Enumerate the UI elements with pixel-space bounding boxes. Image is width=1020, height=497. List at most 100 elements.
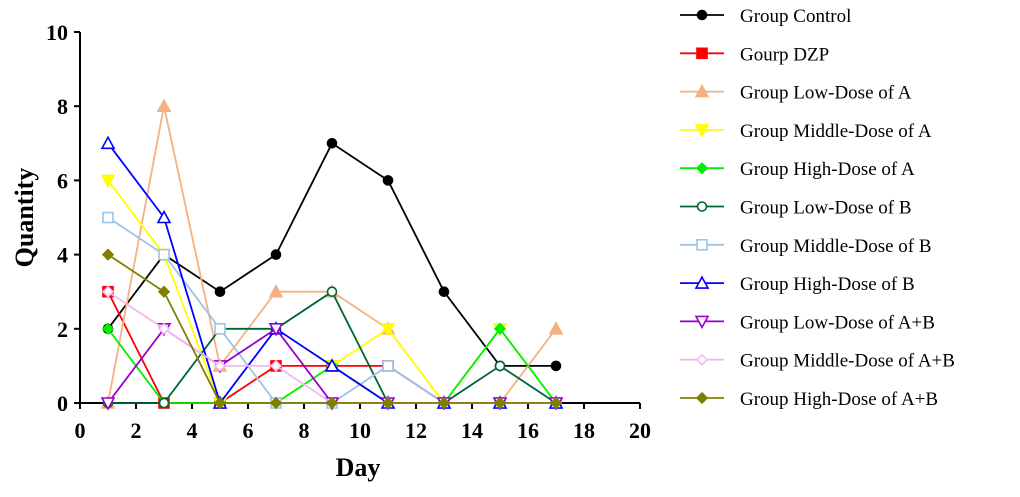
legend-item: Group Low-Dose of A+B — [680, 312, 935, 333]
legend-item: Group High-Dose of A — [680, 159, 915, 180]
data-point — [157, 322, 171, 335]
legend-marker — [696, 239, 708, 251]
data-point — [382, 175, 394, 186]
data-point — [214, 322, 226, 335]
series-group — [102, 285, 562, 409]
data-point — [101, 285, 115, 298]
legend-marker — [694, 315, 710, 330]
series-group — [101, 248, 563, 410]
series-line — [108, 290, 557, 404]
legend-label: Group High-Dose of B — [740, 274, 915, 295]
legend-label: Gourp DZP — [740, 44, 829, 65]
x-tick-label: 16 — [517, 418, 539, 443]
data-point — [493, 322, 507, 335]
legend-label: Group Low-Dose of A+B — [740, 312, 935, 333]
x-tick-label: 6 — [243, 418, 254, 443]
y-axis-title: Quantity — [10, 168, 39, 268]
data-point — [269, 359, 283, 373]
data-point — [268, 322, 284, 337]
x-tick-label: 20 — [629, 418, 651, 443]
y-tick-label: 0 — [57, 391, 68, 416]
series-group — [102, 286, 562, 409]
series-line — [107, 291, 556, 404]
data-point — [158, 248, 170, 261]
y-tick-label: 6 — [57, 168, 68, 193]
legend-item: Group Middle-Dose of A+B — [680, 351, 955, 372]
legend-item: Group Control — [680, 6, 851, 27]
data-point — [549, 396, 563, 410]
series-layer — [100, 98, 564, 411]
legend-item: Group Middle-Dose of B — [680, 236, 932, 257]
legend-label: Group Middle-Dose of A — [740, 121, 932, 142]
legend-marker — [694, 83, 710, 98]
legend-item: Group Middle-Dose of A — [680, 121, 932, 142]
legend: Group Control Gourp DZP Group Low-Dose of … — [680, 6, 955, 410]
data-point — [102, 211, 114, 224]
data-point — [550, 360, 562, 372]
x-tick-label: 0 — [75, 418, 86, 443]
data-point — [438, 286, 450, 298]
data-point — [268, 284, 284, 298]
data-point — [269, 396, 283, 410]
data-point — [100, 135, 116, 150]
data-point — [213, 396, 227, 410]
x-tick-label: 8 — [299, 418, 310, 443]
data-point — [156, 209, 172, 224]
x-tick-label: 4 — [187, 418, 198, 443]
legend-marker — [696, 201, 708, 212]
data-point — [101, 248, 115, 261]
data-point — [214, 286, 226, 298]
legend-marker — [694, 124, 710, 138]
legend-label: Group High-Dose of A — [740, 159, 915, 180]
data-point — [157, 285, 171, 298]
data-point — [326, 286, 338, 298]
legend-label: Group High-Dose of A+B — [740, 389, 938, 410]
data-point — [382, 360, 394, 372]
axes: Day Quantity 0 2 4 6 8 10 12 14 16 18 20 0 2 4 6 8 10 — [10, 20, 651, 482]
data-point — [100, 397, 116, 411]
legend-item: Gourp DZP — [680, 44, 829, 65]
data-point — [158, 397, 170, 409]
series-line — [107, 290, 556, 404]
legend-marker — [695, 353, 709, 366]
series-group — [102, 138, 562, 372]
x-tick-label: 18 — [573, 418, 595, 443]
legend-item: Group Low-Dose of B — [680, 198, 912, 219]
legend-marker — [696, 9, 708, 21]
data-point — [270, 249, 282, 260]
x-axis-title: Day — [336, 453, 381, 482]
data-point — [100, 174, 116, 189]
legend-item: Group High-Dose of A+B — [680, 389, 938, 410]
data-point — [325, 396, 339, 410]
legend-item: Group High-Dose of B — [680, 274, 915, 295]
data-point — [493, 396, 507, 410]
legend-item: Group Low-Dose of A — [680, 83, 912, 104]
legend-label: Group Middle-Dose of A+B — [740, 351, 955, 372]
data-point — [494, 360, 506, 372]
data-point — [381, 396, 395, 410]
data-point — [380, 322, 396, 337]
x-tick-label: 14 — [461, 418, 483, 443]
legend-marker — [696, 47, 708, 60]
x-tick-label: 12 — [405, 418, 427, 443]
legend-label: Group Low-Dose of B — [740, 198, 912, 219]
series-group — [101, 285, 563, 410]
legend-label: Group Low-Dose of A — [740, 83, 912, 104]
data-point — [156, 98, 172, 112]
y-tick-label: 2 — [57, 317, 68, 342]
y-tick-label: 4 — [57, 243, 68, 268]
series-line — [107, 216, 556, 404]
legend-marker — [695, 391, 709, 405]
legend-marker — [694, 275, 710, 289]
data-point — [437, 396, 451, 410]
x-tick-label: 2 — [131, 418, 142, 443]
data-point — [548, 321, 564, 335]
legend-marker — [695, 162, 709, 175]
y-tick-label: 8 — [57, 94, 68, 119]
data-point — [101, 322, 115, 335]
series-line — [107, 253, 556, 404]
legend-label: Group Control — [740, 6, 851, 27]
data-point — [326, 138, 338, 149]
